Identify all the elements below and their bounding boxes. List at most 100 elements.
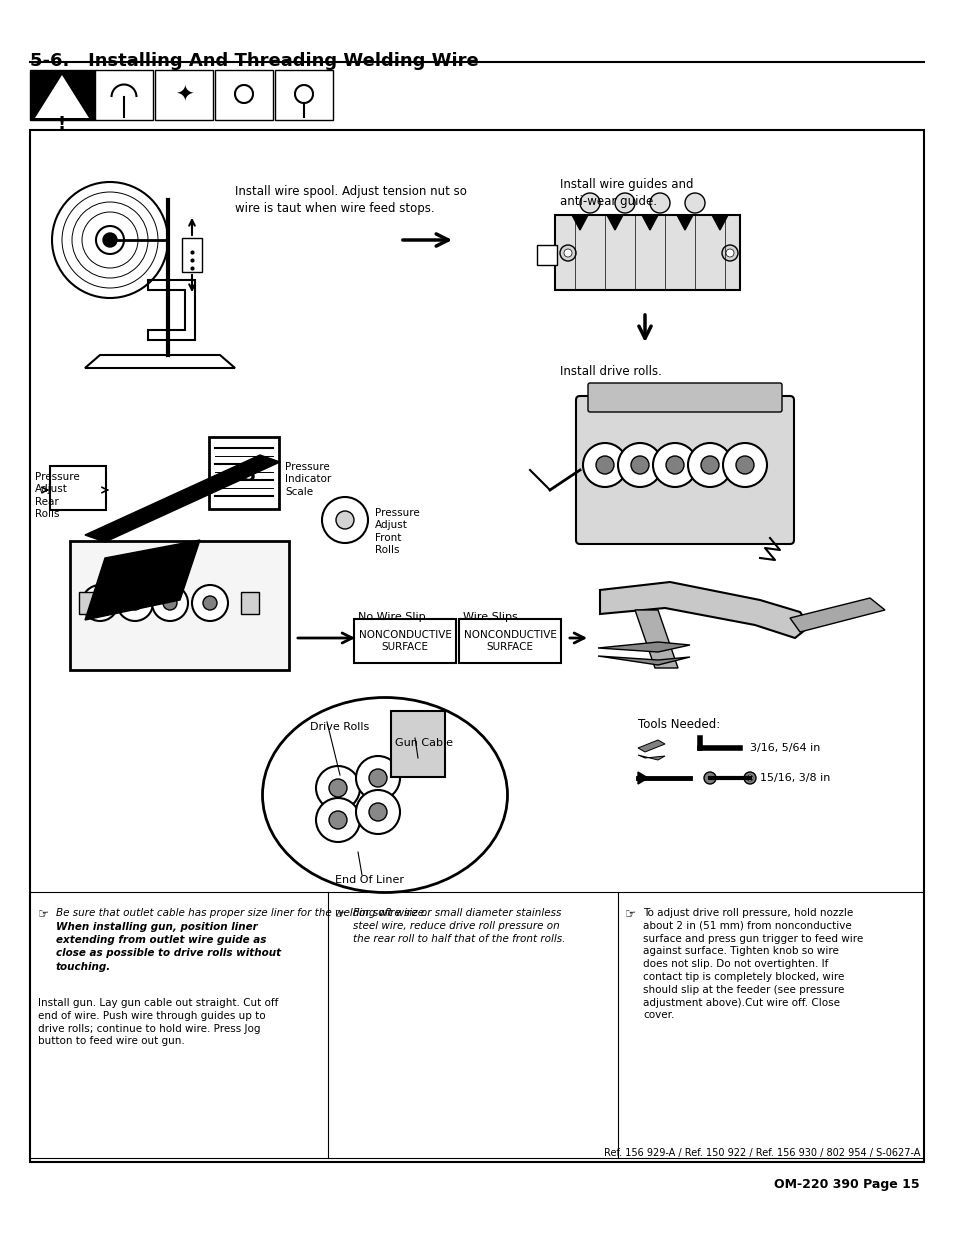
Circle shape xyxy=(559,245,576,261)
Text: !: ! xyxy=(58,115,66,133)
Circle shape xyxy=(652,443,697,487)
Circle shape xyxy=(649,193,669,212)
Text: Install wire guides and
anti-wear guide.: Install wire guides and anti-wear guide. xyxy=(559,178,693,207)
Text: End Of Liner: End Of Liner xyxy=(335,876,403,885)
FancyBboxPatch shape xyxy=(555,215,740,290)
Circle shape xyxy=(163,597,177,610)
Text: 15/16, 3/8 in: 15/16, 3/8 in xyxy=(760,773,829,783)
FancyBboxPatch shape xyxy=(209,437,278,509)
Circle shape xyxy=(92,597,107,610)
Circle shape xyxy=(582,443,626,487)
FancyBboxPatch shape xyxy=(214,70,273,120)
Polygon shape xyxy=(599,582,809,638)
Circle shape xyxy=(725,249,733,257)
Polygon shape xyxy=(638,755,664,760)
FancyBboxPatch shape xyxy=(391,711,444,777)
FancyBboxPatch shape xyxy=(182,238,202,272)
Text: Pressure
Indicator
Scale: Pressure Indicator Scale xyxy=(285,462,331,496)
Circle shape xyxy=(329,811,347,829)
Polygon shape xyxy=(606,215,622,230)
Polygon shape xyxy=(85,454,280,542)
Text: No Wire Slip: No Wire Slip xyxy=(357,613,425,622)
Text: Wire Slips: Wire Slips xyxy=(462,613,517,622)
FancyBboxPatch shape xyxy=(241,592,258,614)
Polygon shape xyxy=(572,215,587,230)
Circle shape xyxy=(315,798,359,842)
Text: 35: 35 xyxy=(232,467,256,485)
Polygon shape xyxy=(638,772,647,784)
Circle shape xyxy=(630,456,648,474)
Text: Be sure that outlet cable has proper size liner for the welding wire size.: Be sure that outlet cable has proper siz… xyxy=(56,908,430,918)
FancyBboxPatch shape xyxy=(30,130,923,1162)
Text: For soft wire or small diameter stainless
steel wire, reduce drive roll pressure: For soft wire or small diameter stainles… xyxy=(353,908,565,944)
Circle shape xyxy=(618,443,661,487)
Circle shape xyxy=(665,456,683,474)
Text: Install wire spool. Adjust tension nut so
wire is taut when wire feed stops.: Install wire spool. Adjust tension nut s… xyxy=(234,185,466,215)
FancyBboxPatch shape xyxy=(274,70,333,120)
Text: ☞: ☞ xyxy=(624,908,636,921)
Circle shape xyxy=(369,803,387,821)
Circle shape xyxy=(703,772,716,784)
Text: When installing gun, position liner
extending from outlet wire guide as
close as: When installing gun, position liner exte… xyxy=(56,923,281,972)
Circle shape xyxy=(369,769,387,787)
Circle shape xyxy=(722,443,766,487)
Text: ☞: ☞ xyxy=(335,908,346,921)
Circle shape xyxy=(203,597,216,610)
Circle shape xyxy=(329,779,347,797)
Text: Install drive rolls.: Install drive rolls. xyxy=(559,366,661,378)
FancyBboxPatch shape xyxy=(30,70,95,120)
FancyBboxPatch shape xyxy=(576,396,793,543)
Text: ☞: ☞ xyxy=(38,908,50,921)
Circle shape xyxy=(687,443,731,487)
Circle shape xyxy=(735,456,753,474)
Circle shape xyxy=(355,756,399,800)
Circle shape xyxy=(192,585,228,621)
Polygon shape xyxy=(35,75,89,119)
Polygon shape xyxy=(598,642,689,652)
Polygon shape xyxy=(711,215,727,230)
Circle shape xyxy=(96,226,124,254)
FancyBboxPatch shape xyxy=(50,466,106,510)
Text: ✦: ✦ xyxy=(174,86,193,106)
FancyBboxPatch shape xyxy=(458,619,560,663)
FancyBboxPatch shape xyxy=(154,70,213,120)
Circle shape xyxy=(746,776,752,781)
Circle shape xyxy=(579,193,599,212)
Circle shape xyxy=(596,456,614,474)
FancyBboxPatch shape xyxy=(587,383,781,412)
Circle shape xyxy=(615,193,635,212)
Text: Install gun. Lay gun cable out straight. Cut off
end of wire. Push wire through : Install gun. Lay gun cable out straight.… xyxy=(38,998,278,1046)
FancyBboxPatch shape xyxy=(70,541,289,671)
Text: Pressure
Adjust
Front
Rolls: Pressure Adjust Front Rolls xyxy=(375,508,419,556)
Circle shape xyxy=(743,772,755,784)
Polygon shape xyxy=(677,215,692,230)
Polygon shape xyxy=(641,215,658,230)
Text: 5-6.   Installing And Threading Welding Wire: 5-6. Installing And Threading Welding Wi… xyxy=(30,52,478,70)
Text: NONCONDUCTIVE
SURFACE: NONCONDUCTIVE SURFACE xyxy=(463,630,556,652)
Text: Tools Needed:: Tools Needed: xyxy=(638,718,720,731)
Polygon shape xyxy=(598,656,689,664)
Polygon shape xyxy=(789,598,884,632)
FancyBboxPatch shape xyxy=(79,592,97,614)
Circle shape xyxy=(315,766,359,810)
Polygon shape xyxy=(85,540,200,620)
Text: NONCONDUCTIVE
SURFACE: NONCONDUCTIVE SURFACE xyxy=(358,630,451,652)
Polygon shape xyxy=(635,610,678,668)
Circle shape xyxy=(103,233,117,247)
Circle shape xyxy=(355,790,399,834)
Circle shape xyxy=(335,511,354,529)
Circle shape xyxy=(128,597,142,610)
Polygon shape xyxy=(638,740,664,752)
Circle shape xyxy=(117,585,152,621)
Circle shape xyxy=(700,456,719,474)
Text: Drive Rolls: Drive Rolls xyxy=(310,722,369,732)
Circle shape xyxy=(563,249,572,257)
Circle shape xyxy=(82,585,118,621)
Text: To adjust drive roll pressure, hold nozzle
about 2 in (51 mm) from nonconductive: To adjust drive roll pressure, hold nozz… xyxy=(642,908,862,1020)
Circle shape xyxy=(684,193,704,212)
Text: Gun Cable: Gun Cable xyxy=(395,739,453,748)
Text: Pressure
Adjust
Rear
Rolls: Pressure Adjust Rear Rolls xyxy=(35,472,80,519)
FancyBboxPatch shape xyxy=(537,245,557,266)
FancyBboxPatch shape xyxy=(95,70,152,120)
FancyBboxPatch shape xyxy=(354,619,456,663)
